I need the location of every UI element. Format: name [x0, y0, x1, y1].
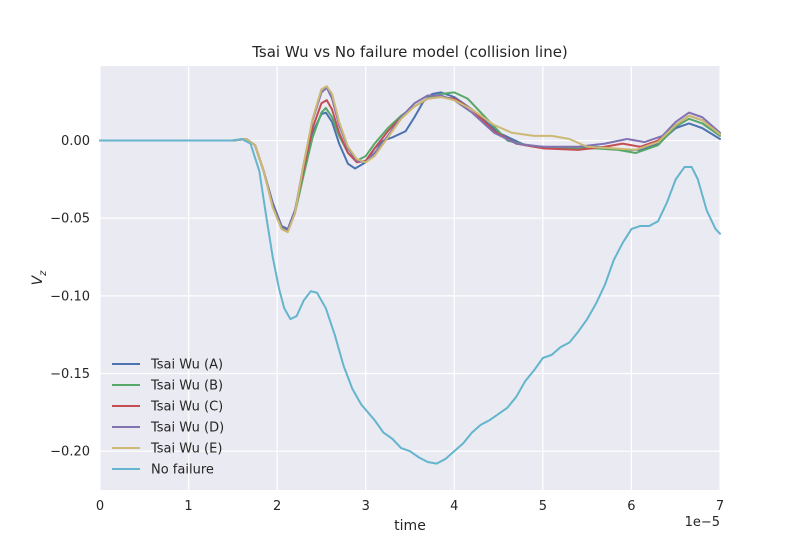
- legend-label-5: No failure: [151, 463, 214, 478]
- legend-label-1: Tsai Wu (B): [150, 379, 223, 394]
- x-tick-label-6: 6: [627, 499, 635, 514]
- series-line-4: [99, 85, 721, 234]
- x-tick-label-7: 7: [716, 499, 724, 514]
- legend: Tsai Wu (A) Tsai Wu (B) Tsai Wu (C) Tsai Wu…: [112, 358, 224, 478]
- y-axis-label-main: V: [30, 274, 46, 285]
- chart-title: Tsai Wu vs No failure model (collision l…: [251, 43, 568, 61]
- x-axis-ticks: 0 1 2 3 4 5 6 7: [96, 499, 724, 514]
- series-line-3: [99, 86, 721, 232]
- legend-label-0: Tsai Wu (A): [150, 358, 223, 373]
- y-tick-label-2: −0.10: [50, 289, 90, 304]
- y-axis-ticks: 0.00 −0.05 −0.10 −0.15 −0.20: [50, 134, 90, 460]
- series-line-5: [99, 138, 721, 465]
- x-tick-label-1: 1: [184, 499, 192, 514]
- y-axis-label-subscript: z: [38, 270, 49, 277]
- y-tick-label-0: 0.00: [61, 134, 90, 149]
- y-tick-label-1: −0.05: [50, 212, 90, 227]
- x-tick-label-0: 0: [96, 499, 104, 514]
- x-tick-label-4: 4: [450, 499, 458, 514]
- plot-area: [100, 66, 720, 490]
- y-tick-label-3: −0.15: [50, 367, 90, 382]
- y-tick-label-4: −0.20: [50, 445, 90, 460]
- series-layer: [99, 85, 721, 465]
- x-tick-label-5: 5: [539, 499, 547, 514]
- x-tick-label-3: 3: [362, 499, 370, 514]
- legend-label-3: Tsai Wu (D): [150, 421, 224, 436]
- x-axis-offset-text: 1e−5: [685, 515, 720, 530]
- legend-label-2: Tsai Wu (C): [150, 400, 223, 415]
- legend-label-4: Tsai Wu (E): [150, 442, 222, 457]
- x-axis-label: time: [394, 518, 426, 534]
- x-tick-label-2: 2: [273, 499, 281, 514]
- y-axis-label: Vz: [30, 270, 49, 286]
